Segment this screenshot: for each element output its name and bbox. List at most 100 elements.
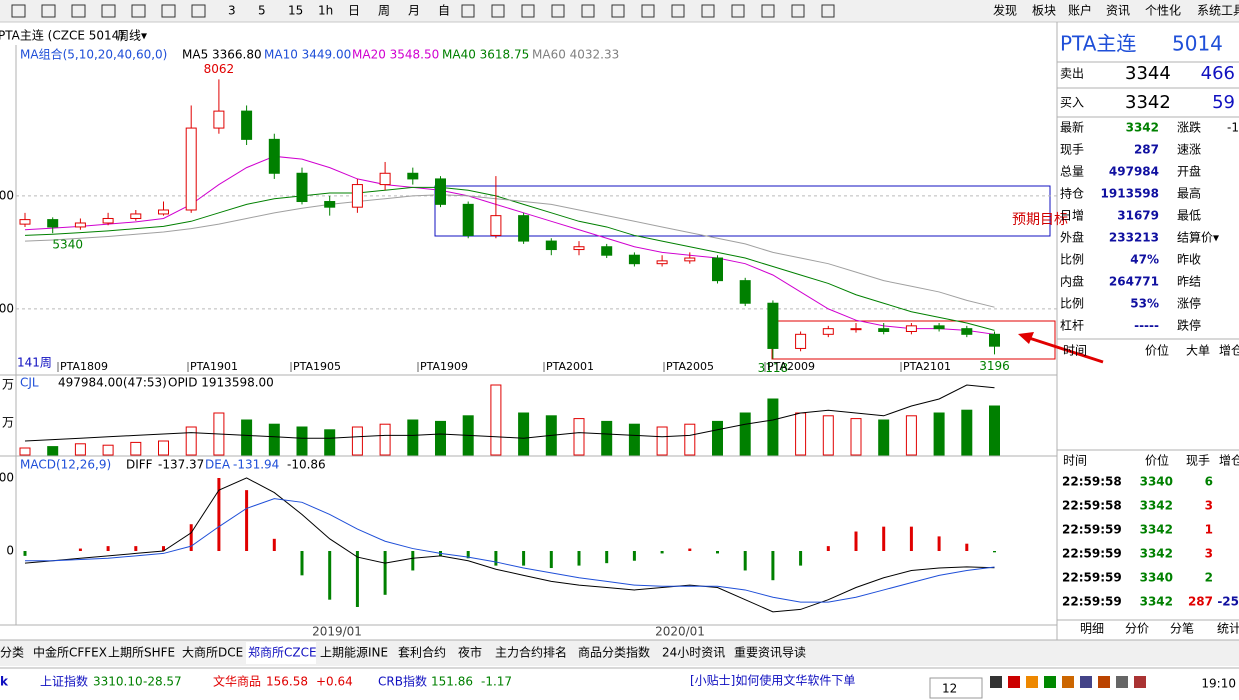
exchange-tab[interactable]: 重要资讯导读 [734, 646, 806, 660]
period-select[interactable]: 周线▾ [117, 29, 147, 43]
date-label: 2019/01 [312, 625, 362, 639]
candle-body [713, 258, 723, 281]
candle-body [352, 185, 362, 208]
menu-item[interactable]: 发现 [993, 3, 1017, 18]
quote-value: 497984 [1109, 165, 1159, 179]
macd-value: -10.86 [287, 458, 326, 472]
volume-bar [75, 444, 85, 455]
period-button[interactable]: 1h [318, 4, 333, 18]
exchange-tab[interactable]: 商品分类指数 [578, 645, 650, 660]
panel-tab[interactable]: 分价 [1125, 622, 1149, 636]
volume-bar [408, 420, 418, 455]
trade-price: 3342 [1140, 523, 1173, 537]
candle-body [491, 216, 501, 236]
status-icon[interactable] [990, 676, 1002, 688]
volume-bar [519, 413, 529, 455]
index-value: 156.58 [266, 675, 308, 689]
menu-item[interactable]: 资讯 [1106, 4, 1130, 18]
status-icon[interactable] [1080, 676, 1092, 688]
candle-body [186, 128, 196, 210]
quote-value: 47% [1130, 253, 1159, 267]
quote-label: 日增 [1060, 209, 1084, 223]
bid-volume: 59 [1212, 92, 1235, 113]
status-icon[interactable] [1026, 676, 1038, 688]
quote-code: 5014 [1172, 32, 1223, 56]
quote-label: 跌停 [1177, 318, 1201, 333]
status-icon[interactable] [1116, 676, 1128, 688]
volume-bar [48, 447, 58, 455]
quote-value: 53% [1130, 297, 1159, 311]
period-button[interactable]: 3 [228, 4, 236, 18]
panel-tab[interactable]: 明细 [1080, 622, 1104, 636]
period-button[interactable]: 5 [258, 4, 266, 18]
y-tick-label: 00 [0, 188, 14, 202]
quote-label: 昨收 [1177, 253, 1201, 267]
volume-bar [796, 413, 806, 455]
exchange-tab[interactable]: 中金所CFFEX [33, 645, 107, 660]
exchange-tab[interactable]: 夜市 [458, 645, 482, 660]
period-button[interactable]: 月 [408, 4, 420, 18]
candle-body [297, 173, 307, 201]
volume-bar [574, 419, 584, 455]
exchange-tab[interactable]: 套利合约 [398, 645, 446, 660]
menu-item[interactable]: 板块 [1032, 4, 1056, 18]
status-icon[interactable] [1008, 676, 1020, 688]
candle-body [20, 220, 30, 225]
panel-tab[interactable]: 分笔 [1170, 621, 1194, 636]
opid-value: OPID 1913598.00 [168, 376, 274, 390]
candle-body [685, 258, 695, 261]
quote-label: 总量 [1060, 165, 1084, 179]
menu-item[interactable]: 个性化 [1145, 4, 1181, 18]
period-button[interactable]: 周 [378, 4, 390, 18]
candle-body [823, 329, 833, 335]
quote-label: 涨跌 [1177, 120, 1201, 135]
ma-legend: MA60 4032.33 [532, 48, 619, 62]
volume-bar [103, 445, 113, 455]
status-icon[interactable] [1134, 676, 1146, 688]
candle-body [906, 326, 916, 332]
exchange-tab[interactable]: 24小时资讯 [662, 646, 725, 660]
table-header: 增仓 [1219, 344, 1239, 358]
period-button[interactable]: 15 [288, 4, 303, 18]
quote-value: 287 [1134, 143, 1159, 157]
status-icon[interactable] [1044, 676, 1056, 688]
status-icon[interactable] [1062, 676, 1074, 688]
trade-time: 22:59:58 [1062, 475, 1122, 489]
dea-value: -131.94 [233, 458, 279, 472]
trade-price: 3342 [1140, 499, 1173, 513]
quote-value: 3342 [1126, 121, 1159, 135]
exchange-tab[interactable]: 分类 [0, 646, 24, 660]
trade-volume: 287 [1188, 595, 1213, 609]
period-button[interactable]: 日 [348, 4, 360, 18]
volume-bar [297, 427, 307, 455]
tip[interactable]: [小贴士]如何使用文华软件下单 [690, 673, 855, 688]
contract-label: PTA1809 [60, 360, 108, 373]
candle-body [851, 329, 861, 330]
exchange-tab[interactable]: 上期能源INE [320, 646, 388, 660]
exchange-tab[interactable]: 主力合约排名 [495, 645, 567, 660]
exchange-tab[interactable]: 郑商所CZCE [248, 645, 317, 660]
exchange-tab[interactable]: 上期所SHFE [108, 646, 175, 660]
extreme-label: 5340 [52, 238, 83, 252]
chart-title: PTA主连 (CZCE 5014) [0, 28, 124, 43]
ma-legend: MA40 3618.75 [442, 48, 529, 62]
ask-label: 卖出 [1060, 67, 1084, 81]
candle-body [48, 220, 58, 227]
candle-body [519, 216, 529, 241]
exchange-tab[interactable]: 大商所DCE [182, 645, 243, 660]
volume-bar [380, 424, 390, 455]
status-icon[interactable] [1098, 676, 1110, 688]
font-size[interactable]: 12 [942, 682, 957, 696]
menu-item[interactable]: 系统工具 [1197, 4, 1239, 18]
volume-bar [269, 424, 279, 455]
index-value: 151.86 [431, 675, 473, 689]
menu-item[interactable]: 账户 [1068, 3, 1092, 18]
dea-name: DEA [205, 458, 231, 472]
panel-tab[interactable]: 统计 [1217, 622, 1239, 636]
candle-body [325, 202, 335, 208]
y-tick-label: 00 [0, 470, 14, 484]
trade-time: 22:59:59 [1062, 523, 1122, 537]
trade-volume: 3 [1205, 499, 1213, 513]
period-button[interactable]: 自 [438, 4, 450, 18]
candle-body [962, 329, 972, 335]
